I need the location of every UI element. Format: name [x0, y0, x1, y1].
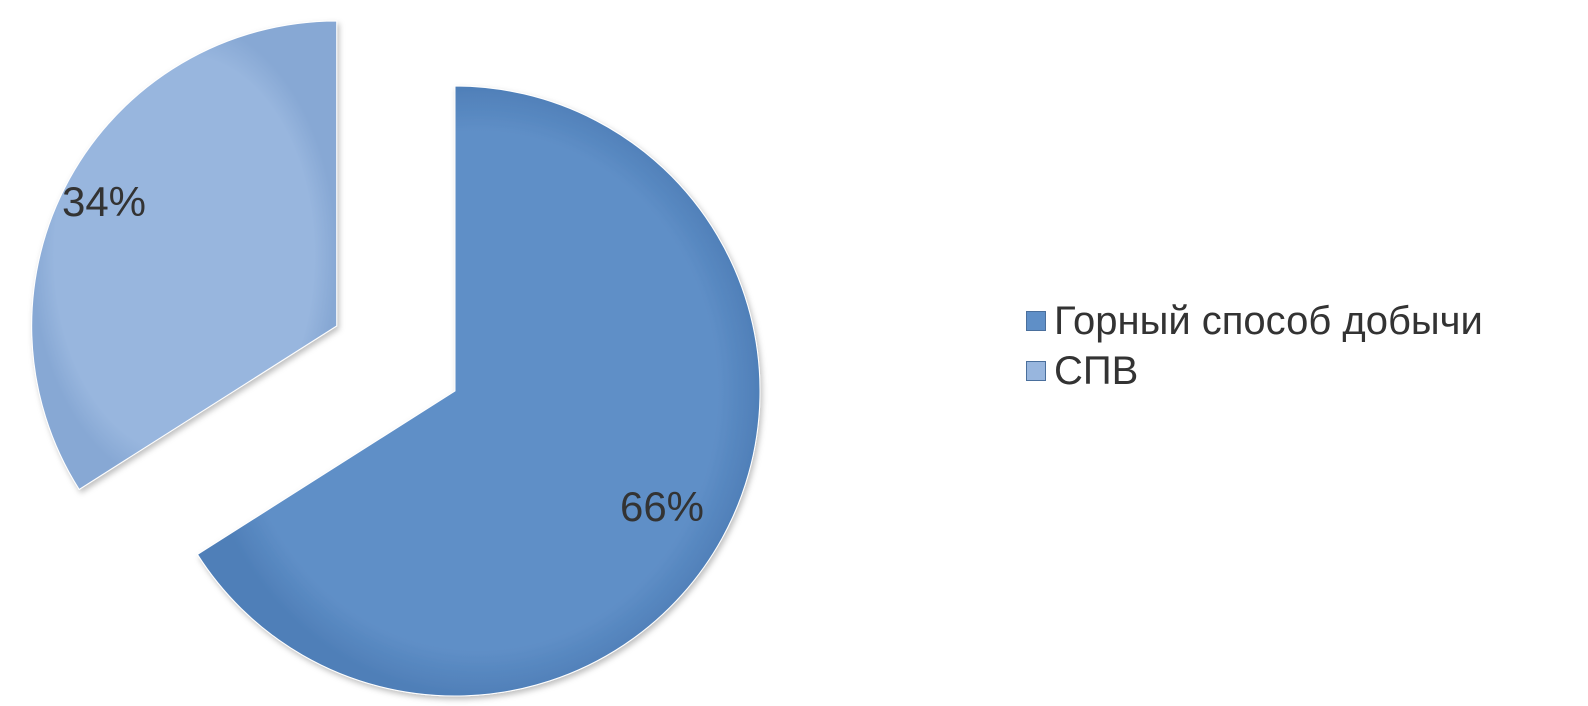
legend-label-spv: СПВ	[1054, 349, 1139, 393]
legend-label-gorny: Горный способ добычи	[1054, 299, 1483, 343]
legend-item-gorny: Горный способ добычи	[1026, 296, 1483, 346]
pie-data-labels: 66% 34%	[62, 178, 704, 530]
pie-slices	[31, 20, 761, 697]
data-label-1: 34%	[62, 178, 146, 225]
legend-swatch-gorny	[1026, 311, 1046, 331]
pie-slice-1	[31, 20, 338, 491]
data-label-0: 66%	[620, 483, 704, 530]
chart-legend: Горный способ добычи СПВ	[1026, 296, 1483, 396]
legend-item-spv: СПВ	[1026, 346, 1483, 396]
pie-slice-0	[196, 85, 761, 697]
legend-swatch-spv	[1026, 361, 1046, 381]
